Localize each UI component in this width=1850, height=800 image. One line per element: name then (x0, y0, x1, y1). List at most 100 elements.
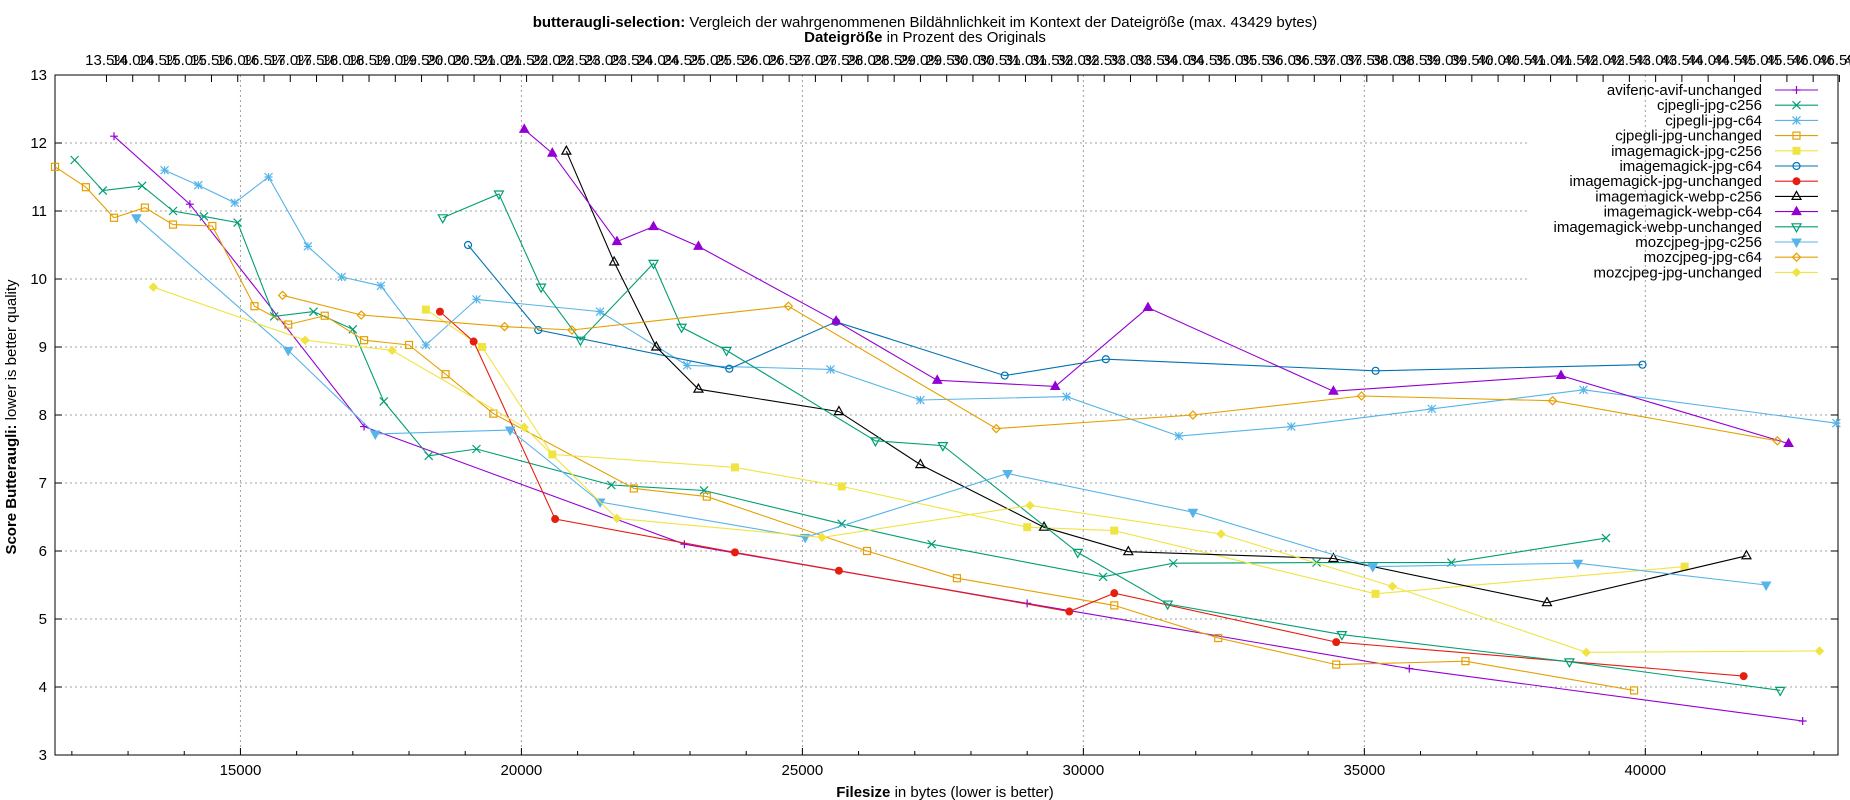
series-line (164, 169, 1837, 437)
data-point (379, 396, 389, 406)
legend-entry: mozcjpeg-jpg-unchanged (1594, 264, 1818, 281)
top-tick-label: 23.0% (584, 52, 627, 69)
data-point (915, 395, 925, 405)
top-tick-label: 47.0% (1844, 52, 1850, 69)
data-point (608, 255, 620, 266)
top-tick-label: 37.5% (1346, 52, 1389, 69)
data-point (1332, 638, 1341, 647)
data-point (830, 315, 842, 325)
data-point (817, 532, 827, 543)
data-point (185, 200, 194, 209)
data-point (1371, 366, 1380, 375)
data-point (518, 123, 530, 133)
data-point (680, 540, 689, 549)
data-point (1792, 146, 1801, 155)
series-line (74, 159, 1607, 578)
legend-label: imagemagick-webp-c64 (1604, 204, 1762, 221)
data-point (1783, 437, 1794, 448)
data-point (594, 498, 606, 509)
data-point (1101, 355, 1110, 364)
data-point (1002, 469, 1013, 480)
data-point (1427, 404, 1437, 414)
data-point (534, 325, 543, 335)
legend-label: imagemagick-jpg-unchanged (1569, 173, 1762, 190)
data-point (1792, 177, 1801, 186)
top-tick-label: 39.0% (1424, 52, 1467, 69)
data-point (463, 240, 473, 250)
series-avifenc-avif-unchanged (110, 132, 1807, 725)
data-point (1025, 500, 1035, 511)
data-point (1772, 435, 1783, 446)
data-point (1371, 589, 1380, 598)
axes: 3 4 5 6 7 8 9 10 11 12 13 15000 20000 25000 30000 35000… (30, 67, 1839, 779)
data-point (300, 335, 310, 345)
x-axis-label-bold: Filesize (836, 784, 890, 800)
data-point (1216, 529, 1226, 539)
data-point (148, 282, 159, 292)
data-point (783, 301, 794, 312)
y-tick-label: 5 (39, 611, 47, 628)
top-tick-label: 46.5% (1818, 52, 1850, 69)
top-tick-label: 25.5% (715, 52, 758, 69)
top-tick-label: 36.0% (1267, 52, 1310, 69)
data-point (1555, 369, 1567, 380)
series-line (523, 128, 1789, 445)
top-tick-label: 38.5% (1398, 52, 1441, 69)
data-point (551, 515, 560, 524)
data-point (991, 423, 1002, 434)
data-point (1774, 686, 1786, 697)
top-tick-label: 28.0% (847, 52, 890, 69)
top-tick-label: 29.5% (925, 52, 968, 69)
data-point (1579, 385, 1588, 395)
legend-entry: imagemagick-jpg-unchanged (1569, 173, 1818, 190)
data-point (1098, 572, 1108, 582)
legend-entry: imagemagick-jpg-c256 (1611, 143, 1818, 160)
series-imagemagick-jpg-c64 (463, 240, 1647, 380)
data-point (303, 241, 313, 251)
data-point (359, 336, 369, 345)
y-tick-label: 7 (39, 475, 47, 492)
top-tick-label: 19.5% (400, 52, 443, 69)
series-mozcjpeg-jpg-c64 (277, 290, 1783, 446)
data-point (233, 218, 243, 227)
data-point (1791, 267, 1802, 278)
data-point (1188, 410, 1198, 420)
data-point (140, 203, 150, 212)
data-point (193, 180, 203, 190)
data-point (1023, 523, 1032, 532)
data-point (109, 213, 119, 222)
top-tick-label: 29.0% (899, 52, 942, 69)
x-tick-label: 40000 (1624, 762, 1666, 779)
y-tick-label: 10 (30, 271, 47, 288)
data-point (1739, 672, 1748, 681)
y-axis-label: Score Butteraugli: lower is better quali… (3, 279, 20, 555)
grid-lines (55, 75, 1838, 755)
data-point (499, 321, 510, 332)
data-point (1110, 526, 1119, 535)
data-point (199, 212, 209, 221)
data-point (721, 346, 733, 357)
series-cjpegli-jpg-c64 (160, 165, 1841, 441)
data-point (168, 206, 178, 216)
top-tick-label: 39.5% (1451, 52, 1494, 69)
x-tick-label: 25000 (782, 762, 824, 779)
data-point (826, 365, 835, 374)
legend-entry: imagemagick-webp-unchanged (1554, 219, 1818, 236)
top-tick-label: 42.5% (1608, 52, 1651, 69)
top-tick-label: 21.5% (505, 52, 548, 69)
top-tick-label: 16.0% (216, 52, 259, 69)
series-imagemagick-webp-c64 (518, 123, 1794, 448)
series-line (442, 193, 1781, 691)
data-point (1638, 360, 1647, 369)
top-tick-label: 32.0% (1057, 52, 1100, 69)
data-point (535, 283, 547, 294)
data-point (676, 323, 688, 334)
series-imagemagick-webp-unchanged (437, 190, 1786, 697)
data-point (574, 336, 586, 347)
data-point (1387, 581, 1398, 592)
data-point (404, 340, 414, 350)
data-point (277, 290, 288, 301)
data-point (208, 221, 217, 231)
data-point (369, 430, 381, 441)
data-point (1680, 562, 1689, 571)
